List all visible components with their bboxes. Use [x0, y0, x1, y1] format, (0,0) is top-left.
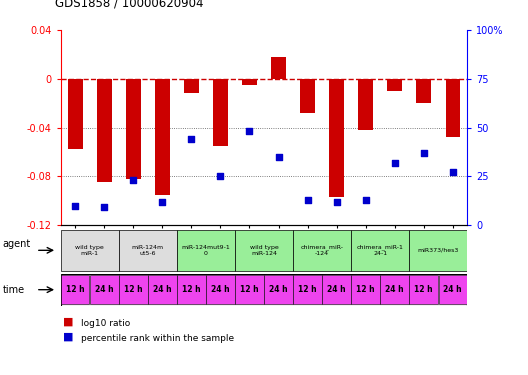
Text: 24 h: 24 h	[211, 285, 230, 294]
Bar	[381, 275, 409, 304]
Text: 12 h: 12 h	[356, 285, 375, 294]
Text: 24 h: 24 h	[95, 285, 114, 294]
Point	[361, 196, 370, 202]
Text: miR-124mut9-1
0: miR-124mut9-1 0	[182, 245, 230, 256]
Bar	[439, 275, 467, 304]
Text: GDS1858 / 10000620904: GDS1858 / 10000620904	[55, 0, 204, 9]
Text: miR373/hes3: miR373/hes3	[418, 248, 459, 253]
Bar	[329, 79, 344, 197]
Bar	[235, 230, 293, 271]
Text: log10 ratio: log10 ratio	[81, 319, 130, 328]
Text: 12 h: 12 h	[66, 285, 84, 294]
Bar	[242, 79, 257, 85]
Bar	[61, 275, 89, 304]
Text: miR-124m
ut5-6: miR-124m ut5-6	[132, 245, 164, 256]
Point	[71, 202, 80, 208]
Point	[187, 136, 196, 142]
Bar	[177, 275, 205, 304]
Bar	[97, 79, 111, 182]
Bar	[90, 275, 118, 304]
Text: 24 h: 24 h	[444, 285, 462, 294]
Text: 12 h: 12 h	[414, 285, 433, 294]
Text: 12 h: 12 h	[124, 285, 143, 294]
Bar	[271, 57, 286, 79]
Point	[216, 173, 225, 179]
Bar	[410, 230, 467, 271]
Point	[275, 154, 283, 160]
Text: percentile rank within the sample: percentile rank within the sample	[81, 334, 234, 343]
Bar	[235, 275, 263, 304]
Text: agent: agent	[3, 239, 31, 249]
Text: ■: ■	[63, 316, 74, 326]
Text: 24 h: 24 h	[153, 285, 172, 294]
Text: 12 h: 12 h	[182, 285, 201, 294]
Bar	[294, 230, 351, 271]
Point	[245, 128, 254, 134]
Bar	[61, 230, 118, 271]
Bar	[417, 79, 431, 103]
Text: 24 h: 24 h	[327, 285, 346, 294]
Bar	[388, 79, 402, 91]
Bar	[119, 230, 176, 271]
Text: wild type
miR-124: wild type miR-124	[250, 245, 278, 256]
Bar	[323, 275, 351, 304]
Text: chimera_miR-
-124: chimera_miR- -124	[300, 244, 344, 256]
Point	[333, 199, 341, 205]
Bar	[206, 275, 234, 304]
Bar	[300, 79, 315, 113]
Text: 12 h: 12 h	[240, 285, 259, 294]
Point	[303, 196, 312, 202]
Text: 24 h: 24 h	[269, 285, 288, 294]
Bar	[155, 79, 169, 195]
Bar	[177, 230, 234, 271]
Text: 24 h: 24 h	[385, 285, 404, 294]
Bar	[446, 79, 460, 137]
Bar	[410, 275, 438, 304]
Bar	[68, 79, 82, 149]
Point	[129, 177, 138, 183]
Point	[158, 199, 167, 205]
Bar	[359, 79, 373, 130]
Point	[449, 170, 457, 176]
Text: ■: ■	[63, 332, 74, 341]
Text: chimera_miR-1
24-1: chimera_miR-1 24-1	[357, 244, 403, 256]
Bar	[352, 230, 409, 271]
Bar	[126, 79, 140, 179]
Text: time: time	[3, 285, 25, 295]
Bar	[265, 275, 293, 304]
Point	[100, 204, 109, 210]
Bar	[184, 79, 199, 93]
Bar	[119, 275, 147, 304]
Bar	[352, 275, 380, 304]
Bar	[148, 275, 176, 304]
Bar	[294, 275, 322, 304]
Text: wild type
miR-1: wild type miR-1	[76, 245, 104, 256]
Text: 12 h: 12 h	[298, 285, 317, 294]
Point	[420, 150, 428, 156]
Point	[391, 160, 399, 166]
Bar	[213, 79, 228, 146]
